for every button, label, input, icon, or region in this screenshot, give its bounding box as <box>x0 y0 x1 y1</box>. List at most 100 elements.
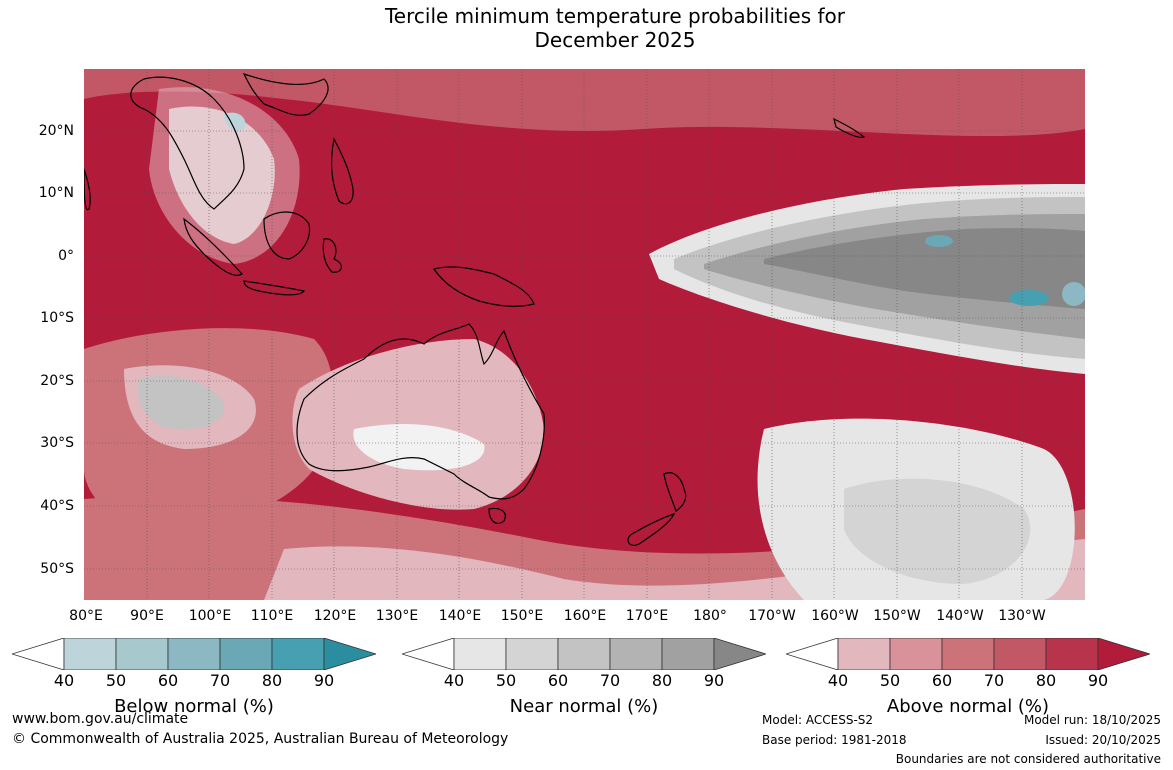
lon-label: 90°E <box>130 608 164 624</box>
lon-label: 130°E <box>375 608 419 624</box>
colorbar-near <box>402 638 766 670</box>
coast-java <box>243 280 306 296</box>
cb-near-swatch-0 <box>402 638 455 670</box>
above-50-australia <box>292 339 544 510</box>
coast-china <box>242 72 329 116</box>
above-50-se-asia <box>149 87 300 264</box>
lon-label: 150°E <box>500 608 544 624</box>
coast-sulawesi <box>322 238 342 273</box>
footer-issued: Issued: 20/10/2025 <box>1045 733 1161 747</box>
cb-below-tick: 80 <box>261 671 283 690</box>
cb-above-tick: 50 <box>879 671 901 690</box>
coast-tasmania <box>488 507 506 524</box>
coast-hawaii <box>833 117 866 138</box>
coastlines <box>84 72 866 546</box>
footer-model-run: Model run: 18/10/2025 <box>1023 713 1161 727</box>
lon-label: 100°E <box>188 608 232 624</box>
lat-label: 50°S <box>40 561 74 577</box>
map-title: Tercile minimum temperature probabilitie… <box>250 4 980 52</box>
cb-near-tick: 60 <box>547 671 569 690</box>
cb-below-title: Below normal (%) <box>114 696 274 717</box>
lat-label: 30°S <box>40 435 74 451</box>
lon-label: 180° <box>693 608 727 624</box>
cb-near-swatch-6 <box>713 638 766 670</box>
map-canvas <box>84 69 1085 600</box>
cb-below-tick: 90 <box>313 671 335 690</box>
cb-above-swatch-1 <box>837 638 891 670</box>
lon-label: 140°E <box>438 608 482 624</box>
coast-philippines <box>330 137 354 205</box>
footer-copyright: © Commonwealth of Australia 2025, Austra… <box>12 731 509 747</box>
cb-below-swatch-3 <box>167 638 221 670</box>
cb-near-swatch-1 <box>453 638 507 670</box>
lat-label: 20°S <box>40 373 74 389</box>
cb-above-swatch-6 <box>1097 638 1150 670</box>
lon-label: 170°E <box>625 608 669 624</box>
title-line-1: Tercile minimum temperature probabilitie… <box>384 4 846 28</box>
cb-near-swatch-5 <box>661 638 715 670</box>
colorbar-above <box>786 638 1150 670</box>
cb-above-swatch-3 <box>941 638 995 670</box>
cb-below-swatch-4 <box>219 638 273 670</box>
footer-base-period: Base period: 1981-2018 <box>762 733 907 747</box>
cb-near-tick: 80 <box>651 671 673 690</box>
cb-near-swatch-2 <box>505 638 559 670</box>
cb-near-tick: 70 <box>599 671 621 690</box>
cb-below-swatch-5 <box>271 638 325 670</box>
lon-label: 170°W <box>748 608 796 624</box>
cb-above-swatch-4 <box>993 638 1047 670</box>
cb-below-swatch-1 <box>63 638 117 670</box>
cb-near-swatch-4 <box>609 638 663 670</box>
coast-sumatra <box>183 217 243 276</box>
colorbar-below <box>12 638 376 670</box>
below-normal-patch-east-1 <box>925 235 953 247</box>
cb-near-swatch-3 <box>557 638 611 670</box>
lat-label: 0° <box>58 248 74 264</box>
coast-indochina <box>130 76 245 210</box>
cb-above-tick: 60 <box>931 671 953 690</box>
title-line-2: December 2025 <box>534 28 696 52</box>
cb-above-swatch-0 <box>786 638 839 670</box>
lon-label: 140°W <box>936 608 984 624</box>
coast-new-guinea <box>433 266 535 307</box>
footer-disclaimer: Boundaries are not considered authoritat… <box>895 752 1161 766</box>
lon-label: 150°W <box>873 608 921 624</box>
cb-below-swatch-2 <box>115 638 169 670</box>
lat-label: 40°S <box>40 498 74 514</box>
lon-label: 80°E <box>69 608 103 624</box>
probability-map <box>84 69 1085 600</box>
cb-below-swatch-0 <box>12 638 65 670</box>
cb-above-title: Above normal (%) <box>886 696 1050 717</box>
cb-below-tick: 60 <box>157 671 179 690</box>
lon-label: 160°W <box>811 608 859 624</box>
lon-label: 160°E <box>563 608 607 624</box>
cb-above-tick: 90 <box>1087 671 1109 690</box>
cb-below-tick: 50 <box>105 671 127 690</box>
cb-near-tick: 40 <box>443 671 465 690</box>
cb-above-tick: 70 <box>983 671 1005 690</box>
coast-india-tip <box>84 168 91 211</box>
footer-model: Model: ACCESS-S2 <box>762 713 874 727</box>
cb-above-swatch-2 <box>889 638 943 670</box>
cb-below-swatch-6 <box>323 638 376 670</box>
cb-above-tick: 40 <box>827 671 849 690</box>
lat-label: 10°S <box>40 310 74 326</box>
lat-label: 10°N <box>38 185 74 201</box>
lon-label: 120°E <box>313 608 357 624</box>
footer-url: www.bom.gov.au/climate <box>12 711 189 727</box>
coast-new-zealand-north <box>663 472 687 512</box>
cb-above-tick: 80 <box>1035 671 1057 690</box>
coast-australia <box>296 323 545 500</box>
graticule <box>84 69 1085 600</box>
near-normal-south-east-inner <box>844 478 1031 584</box>
lon-label: 130°W <box>998 608 1046 624</box>
below-normal-patch-se-asia <box>224 112 246 131</box>
below-normal-patch-east-2 <box>1009 290 1049 306</box>
cb-near-tick: 50 <box>495 671 517 690</box>
cb-above-swatch-5 <box>1045 638 1099 670</box>
cb-near-tick: 90 <box>703 671 725 690</box>
cb-near-title: Near normal (%) <box>509 696 659 717</box>
near-normal-australia <box>353 424 485 471</box>
coast-new-zealand-south <box>627 512 676 546</box>
cb-below-tick: 40 <box>53 671 75 690</box>
